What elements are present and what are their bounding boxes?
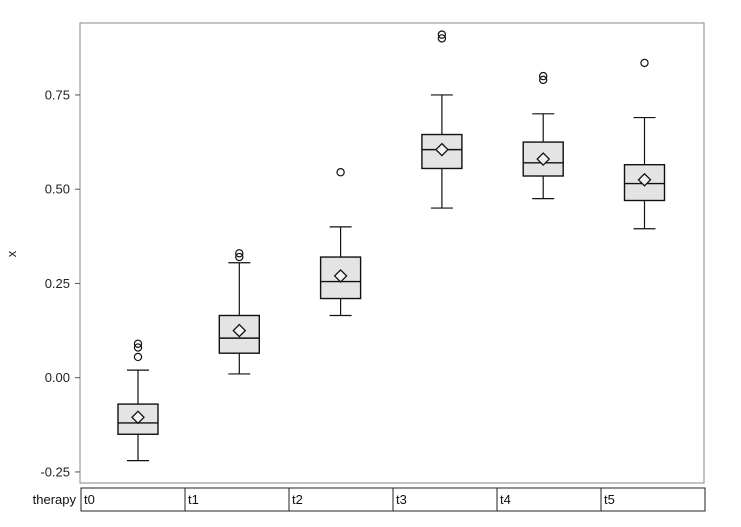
category-label-t3: t3 (396, 492, 407, 507)
outlier-point (133, 339, 143, 348)
x-axis-label: therapy (33, 492, 77, 507)
outlier-point (640, 58, 649, 68)
boxes-layer (117, 30, 666, 462)
outlier-point (133, 352, 143, 362)
category-label-t1: t1 (188, 492, 199, 507)
outlier-point (437, 30, 447, 39)
category-label-t0: t0 (84, 492, 95, 507)
y-axis: -0.25 0.00 0.25 0.50 0.75 (40, 87, 80, 479)
box-t0 (117, 339, 159, 462)
box-t2 (319, 168, 362, 317)
mean-marker (232, 323, 247, 338)
outlier-point (133, 343, 143, 352)
outlier-point (539, 75, 548, 85)
outlier-point (235, 252, 244, 262)
y-axis-label: x (4, 250, 19, 257)
y-tick-label: 0.75 (45, 87, 70, 102)
mean-marker (434, 142, 449, 157)
box-t3 (421, 30, 463, 209)
category-label-t5: t5 (604, 492, 615, 507)
mean-marker (131, 410, 145, 425)
iqr-box (117, 403, 159, 435)
mean-marker (536, 152, 551, 166)
y-tick-label: 0.00 (45, 370, 70, 385)
y-tick-label: 0.25 (45, 276, 70, 291)
y-tick-label: -0.25 (40, 464, 70, 479)
outlier-point (336, 168, 345, 177)
category-label-t2: t2 (292, 492, 303, 507)
plot-frame (79, 22, 705, 484)
mean-marker (333, 268, 348, 283)
y-tick-label: 0.50 (45, 182, 70, 197)
mean-marker (637, 172, 652, 187)
box-t4 (522, 71, 564, 200)
box-t1 (218, 249, 261, 375)
category-label-t4: t4 (500, 492, 511, 507)
outlier-point (539, 71, 548, 81)
outlier-point (235, 249, 244, 258)
outlier-point (437, 34, 447, 43)
x-axis-table: therapy t0 t1 t2 t3 t4 t5 (33, 487, 706, 512)
box-t5 (623, 58, 666, 230)
